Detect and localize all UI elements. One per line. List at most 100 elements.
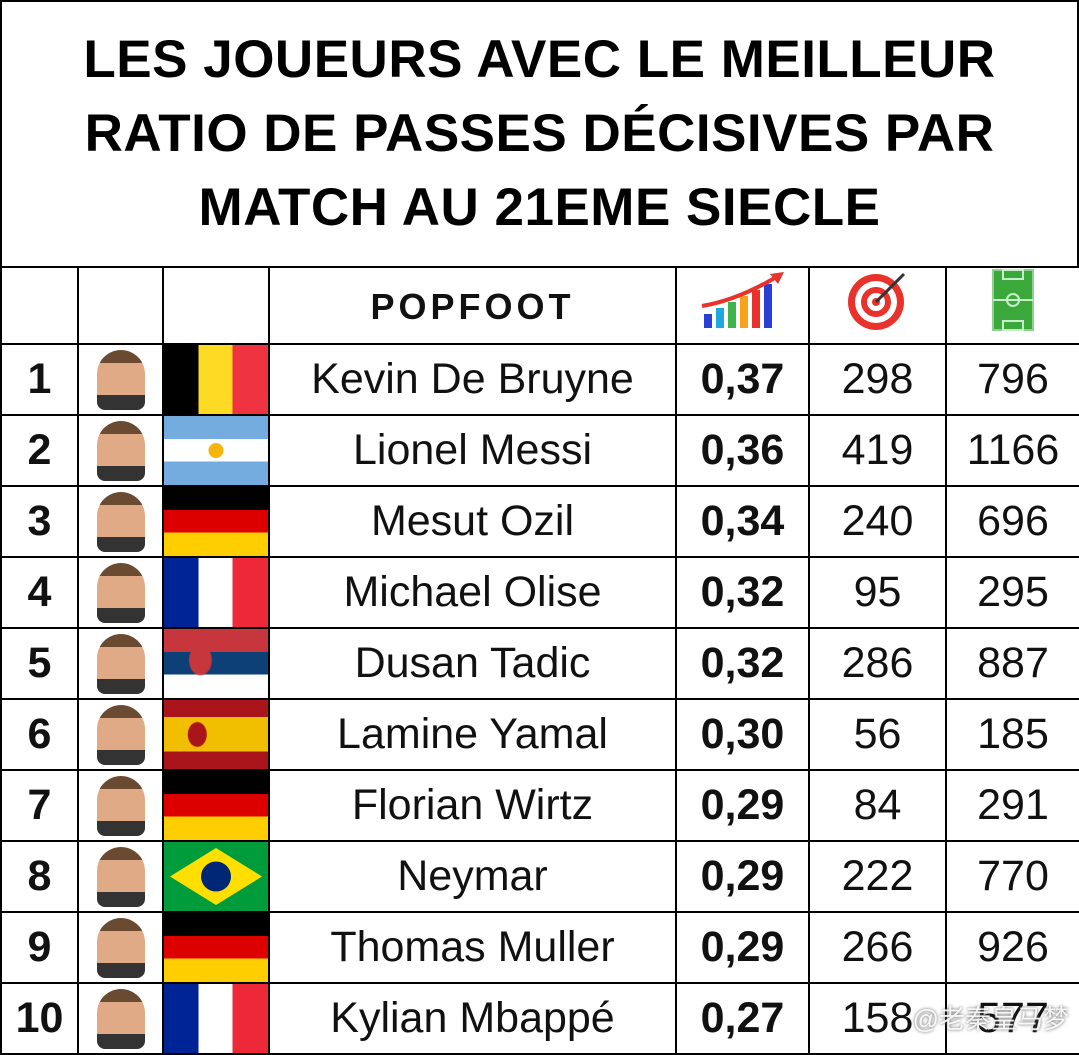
matches: 887 [945, 627, 1079, 700]
player-row: 8 Neymar 0,29 222 770 [0, 840, 1079, 913]
flag [165, 417, 267, 484]
flag-cell [162, 414, 270, 487]
header-cell [162, 266, 270, 345]
flag [165, 843, 267, 910]
flag-diamond [170, 848, 262, 905]
assists: 222 [808, 840, 947, 913]
player-photo [96, 775, 145, 836]
matches: 696 [945, 485, 1079, 558]
title-line: LES JOUEURS AVEC LE MEILLEUR [83, 30, 996, 89]
flag-cell [162, 769, 270, 842]
flag [165, 985, 267, 1052]
assists: 419 [808, 414, 947, 487]
flag-cell [162, 556, 270, 629]
ratio: 0,29 [675, 911, 810, 984]
ratio: 0,34 [675, 485, 810, 558]
player-row: 9 Thomas Muller 0,29 266 926 [0, 911, 1079, 984]
rank: 5 [0, 627, 79, 700]
player-row: 7 Florian Wirtz 0,29 84 291 [0, 769, 1079, 842]
photo-cell [77, 769, 164, 842]
photo-cell [77, 982, 164, 1055]
title-line: RATIO DE PASSES DÉCISIVES PAR [84, 104, 995, 163]
ratio: 0,32 [675, 627, 810, 700]
matches: 291 [945, 769, 1079, 842]
player-name: Thomas Muller [268, 911, 677, 984]
header-cell [0, 266, 79, 345]
target-icon [847, 272, 905, 330]
flag [165, 488, 267, 555]
player-photo [96, 917, 145, 978]
matches: 926 [945, 911, 1079, 984]
ratio: 0,32 [675, 556, 810, 629]
assists: 95 [808, 556, 947, 629]
rank: 1 [0, 343, 79, 416]
player-name: Neymar [268, 840, 677, 913]
ratio: 0,27 [675, 982, 810, 1055]
player-name: Dusan Tadic [268, 627, 677, 700]
flag-cell [162, 982, 270, 1055]
player-photo [96, 562, 145, 623]
player-row: 4 Michael Olise 0,32 95 295 [0, 556, 1079, 629]
matches: 770 [945, 840, 1079, 913]
player-photo [96, 349, 145, 410]
ratio: 0,29 [675, 769, 810, 842]
rank: 2 [0, 414, 79, 487]
player-photo [96, 704, 145, 765]
photo-cell [77, 343, 164, 416]
flag-cell [162, 840, 270, 913]
rank: 8 [0, 840, 79, 913]
flag-cell [162, 698, 270, 771]
rank: 4 [0, 556, 79, 629]
chart-icon [701, 272, 784, 328]
player-name: Florian Wirtz [268, 769, 677, 842]
flag-cell [162, 343, 270, 416]
player-name: Michael Olise [268, 556, 677, 629]
player-name: Kylian Mbappé [268, 982, 677, 1055]
ratio: 0,29 [675, 840, 810, 913]
assists: 158 [808, 982, 947, 1055]
flag [165, 559, 267, 626]
player-row: 10 Kylian Mbappé 0,27 158 577 [0, 982, 1079, 1055]
player-name: Kevin De Bruyne [268, 343, 677, 416]
player-row: 3 Mesut Ozil 0,34 240 696 [0, 485, 1079, 558]
flag-cell [162, 627, 270, 700]
logo: POPFOOT [370, 286, 575, 327]
title-line: MATCH AU 21EME SIECLE [198, 178, 881, 237]
matches: 796 [945, 343, 1079, 416]
player-photo [96, 420, 145, 481]
rank: 9 [0, 911, 79, 984]
flag [165, 772, 267, 839]
player-name: Lamine Yamal [268, 698, 677, 771]
assists: 286 [808, 627, 947, 700]
flag [165, 346, 267, 413]
player-row: 6 Lamine Yamal 0,30 56 185 [0, 698, 1079, 771]
ratio: 0,36 [675, 414, 810, 487]
matches: 185 [945, 698, 1079, 771]
assists: 240 [808, 485, 947, 558]
ratio: 0,30 [675, 698, 810, 771]
header-row: POPFOOT [0, 266, 1079, 345]
photo-cell [77, 485, 164, 558]
photo-cell [77, 911, 164, 984]
photo-cell [77, 840, 164, 913]
rank: 10 [0, 982, 79, 1055]
flag [165, 914, 267, 981]
rank: 7 [0, 769, 79, 842]
assists-icon [808, 266, 947, 345]
title: LES JOUEURS AVEC LE MEILLEUR RATIO DE PA… [0, 0, 1079, 266]
matches: 295 [945, 556, 1079, 629]
assists: 298 [808, 343, 947, 416]
photo-cell [77, 627, 164, 700]
photo-cell [77, 556, 164, 629]
player-photo [96, 633, 145, 694]
player-photo [96, 846, 145, 907]
rank: 3 [0, 485, 79, 558]
flag-cell [162, 911, 270, 984]
photo-cell [77, 414, 164, 487]
player-name: Lionel Messi [268, 414, 677, 487]
ratio: 0,37 [675, 343, 810, 416]
ratio-icon [675, 266, 810, 345]
pitch-icon [992, 269, 1034, 331]
ranking-table: POPFOOT [0, 266, 1079, 1055]
